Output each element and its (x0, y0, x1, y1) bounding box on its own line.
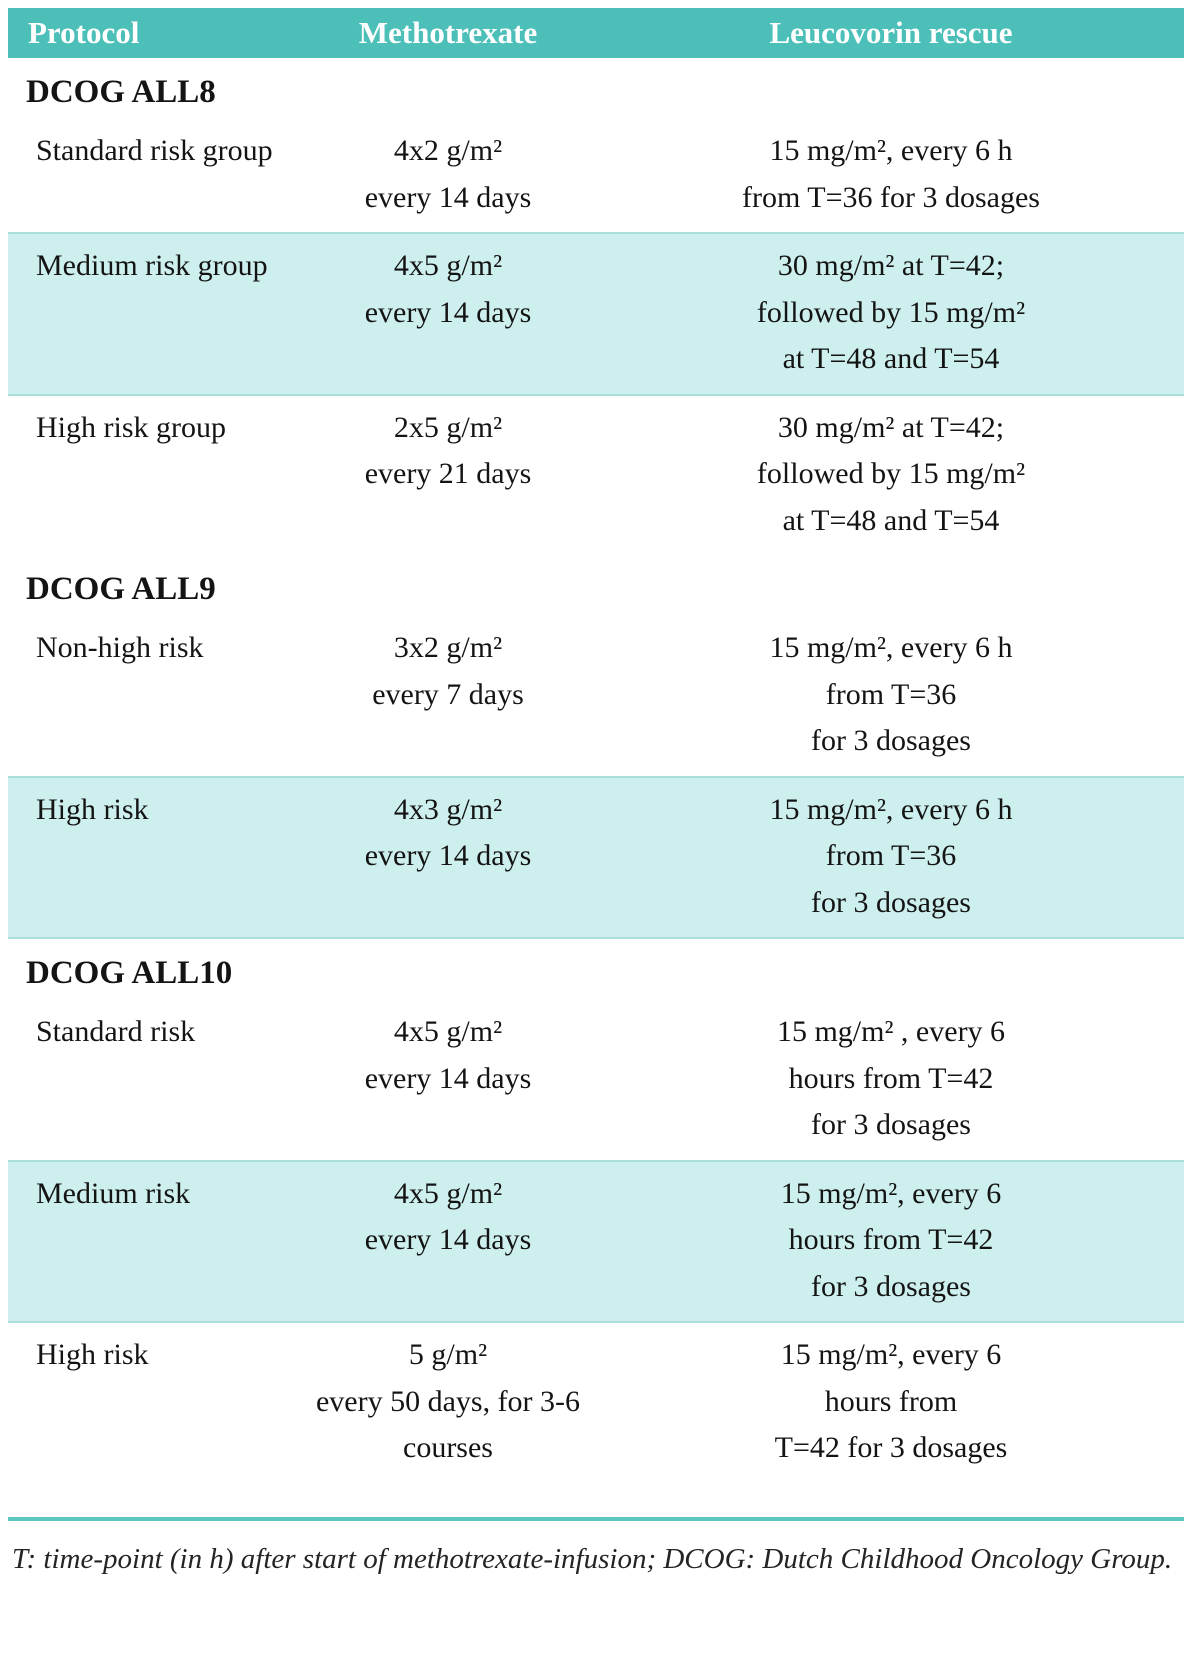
leucovorin-cell: 30 mg/m² at T=42; followed by 15 mg/m² a… (756, 410, 1026, 537)
protocol-table-page: Protocol Methotrexate Leucovorin rescue … (8, 8, 1184, 1575)
section-title-dcog-all9: DCOG ALL9 (26, 571, 216, 607)
table-row-all10-medium-risk: Medium risk 4x5 g/m² every 14 days 15 mg… (8, 1159, 1184, 1323)
leucovorin-cell: 15 mg/m², every 6 hours from T=42 for 3 … (774, 1338, 1008, 1464)
footnote-divider (8, 1516, 1184, 1521)
methotrexate-cell: 4x3 g/m² every 14 days (364, 792, 532, 873)
leucovorin-cell: 15 mg/m², every 6 h from T=36 for 3 dosa… (742, 134, 1040, 214)
protocol-cell: High risk (36, 1338, 149, 1371)
leucovorin-cell: 15 mg/m², every 6 h from T=36 for 3 dosa… (769, 631, 1013, 757)
leucovorin-cell: 15 mg/m² , every 6 hours from T=42 for 3… (776, 1015, 1006, 1141)
table-footnote: T: time-point (in h) after start of meth… (12, 1542, 1173, 1575)
methotrexate-cell: 4x2 g/m² every 14 days (364, 134, 532, 214)
header-leucovorin-rescue: Leucovorin rescue (769, 15, 1013, 50)
leucovorin-cell: 30 mg/m² at T=42; followed by 15 mg/m² a… (756, 249, 1026, 375)
table-row-all9-high-risk: High risk 4x3 g/m² every 14 days 15 mg/m… (8, 775, 1184, 939)
table-row-all8-high-risk-group: High risk group 2x5 g/m² every 21 days 3… (8, 396, 1184, 556)
table-row-all8-standard-risk-group: Standard risk group 4x2 g/m² every 14 da… (8, 119, 1184, 232)
protocol-cell: Standard risk group (36, 134, 273, 167)
table-header-row: Protocol Methotrexate Leucovorin rescue (8, 8, 1184, 58)
methotrexate-cell: 4x5 g/m² every 14 days (364, 1176, 532, 1257)
table-row-all9-non-high-risk: Non-high risk 3x2 g/m² every 7 days 15 m… (8, 616, 1184, 776)
methotrexate-cell: 4x5 g/m² every 14 days (364, 1015, 532, 1095)
table-row-all10-standard-risk: Standard risk 4x5 g/m² every 14 days 15 … (8, 1000, 1184, 1160)
header-methotrexate: Methotrexate (358, 15, 538, 50)
protocol-cell: Medium risk group (36, 249, 268, 282)
methotrexate-cell: 2x5 g/m² every 21 days (364, 410, 532, 491)
leucovorin-cell: 15 mg/m², every 6 h from T=36 for 3 dosa… (769, 792, 1013, 919)
section-title-dcog-all8: DCOG ALL8 (26, 74, 216, 110)
methotrexate-cell: 5 g/m² every 50 days, for 3-6 courses (315, 1338, 581, 1464)
methotrexate-cell: 3x2 g/m² every 7 days (372, 631, 524, 711)
protocol-cell: Medium risk (36, 1176, 191, 1210)
header-protocol: Protocol (28, 15, 140, 50)
table-row-all10-high-risk: High risk 5 g/m² every 50 days, for 3-6 … (8, 1323, 1184, 1483)
protocol-cell: Non-high risk (36, 631, 204, 664)
leucovorin-cell: 15 mg/m², every 6 hours from T=42 for 3 … (780, 1176, 1002, 1303)
protocol-cell: High risk group (36, 410, 226, 444)
protocol-cell: Standard risk (36, 1015, 196, 1048)
methotrexate-cell: 4x5 g/m² every 14 days (364, 249, 532, 329)
section-title-dcog-all10: DCOG ALL10 (26, 955, 233, 991)
table-row-all8-medium-risk-group: Medium risk group 4x5 g/m² every 14 days… (8, 232, 1184, 396)
protocol-cell: High risk (36, 792, 149, 826)
